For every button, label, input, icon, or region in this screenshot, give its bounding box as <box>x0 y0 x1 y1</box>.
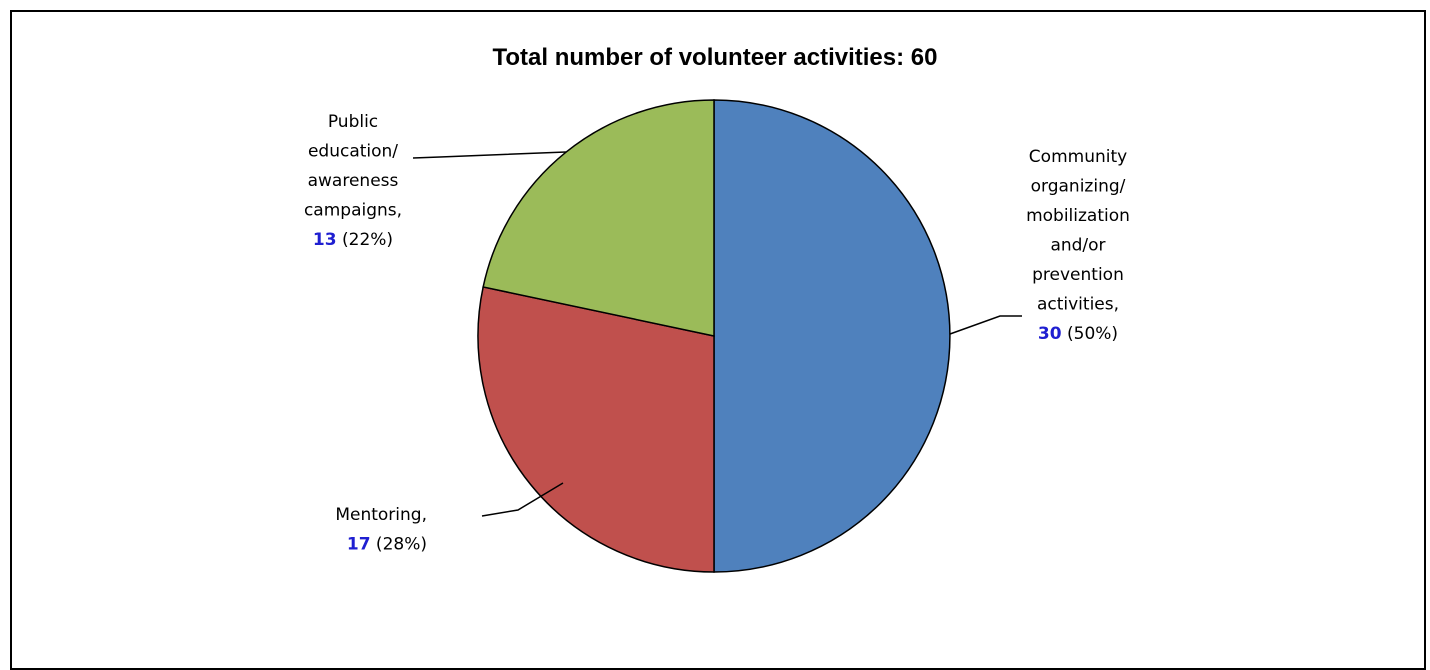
slice-value-3: 13 <box>313 230 337 250</box>
leader-line-3 <box>412 151 567 159</box>
slice-label-3: Public education/awareness campaigns, 13 (2… <box>304 112 402 250</box>
slice-percent-3: (22%) <box>337 230 393 250</box>
slice-percent-1: (50%) <box>1062 324 1118 344</box>
slice-label-1: Community organizing/mobilization and/or pr… <box>1026 147 1130 344</box>
pie-chart: Community organizing/mobilization and/or pr… <box>304 99 1130 573</box>
pie-slice-2 <box>477 286 715 573</box>
slice-value-1: 30 <box>1038 324 1062 344</box>
leader-line-1 <box>949 315 1022 335</box>
chart-title: Total number of volunteer activities: 60 <box>492 44 938 71</box>
slice-percent-2: (28%) <box>371 535 427 555</box>
slice-label-2: Mentoring, 17 (28%) <box>335 505 427 555</box>
slice-value-2: 17 <box>347 535 371 555</box>
pie-slice-1 <box>713 99 951 573</box>
leader-line-2 <box>481 482 564 517</box>
